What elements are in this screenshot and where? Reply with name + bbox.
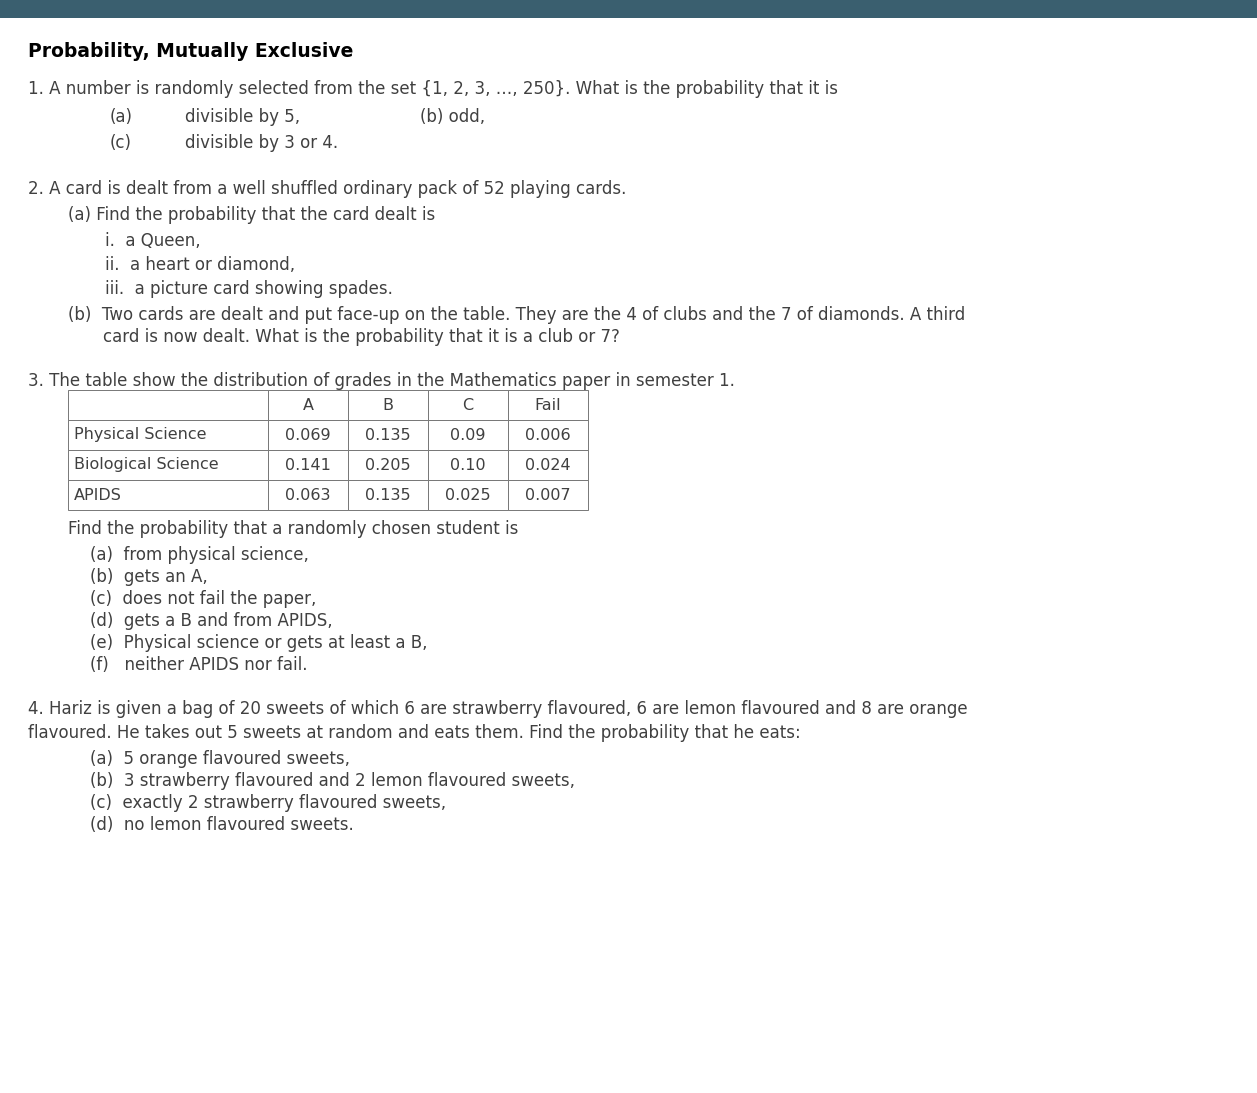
Bar bbox=[427, 420, 508, 450]
Text: (e)  Physical science or gets at least a B,: (e) Physical science or gets at least a … bbox=[91, 634, 427, 653]
Text: 3. The table show the distribution of grades in the Mathematics paper in semeste: 3. The table show the distribution of gr… bbox=[28, 372, 735, 390]
Text: 0.025: 0.025 bbox=[445, 487, 490, 503]
Bar bbox=[268, 480, 348, 510]
Text: divisible by 5,: divisible by 5, bbox=[185, 108, 300, 126]
Text: 0.135: 0.135 bbox=[366, 487, 411, 503]
Text: i.  a Queen,: i. a Queen, bbox=[106, 232, 201, 250]
Text: 0.069: 0.069 bbox=[285, 427, 331, 443]
Text: Biological Science: Biological Science bbox=[74, 458, 219, 472]
Text: Probability, Mutually Exclusive: Probability, Mutually Exclusive bbox=[28, 42, 353, 61]
Text: (a)  5 orange flavoured sweets,: (a) 5 orange flavoured sweets, bbox=[91, 750, 349, 768]
Text: 4. Hariz is given a bag of 20 sweets of which 6 are strawberry flavoured, 6 are : 4. Hariz is given a bag of 20 sweets of … bbox=[28, 700, 968, 718]
Text: 0.063: 0.063 bbox=[285, 487, 331, 503]
Bar bbox=[268, 420, 348, 450]
Text: 2. A card is dealt from a well shuffled ordinary pack of 52 playing cards.: 2. A card is dealt from a well shuffled … bbox=[28, 180, 626, 198]
Bar bbox=[0, 0, 1257, 17]
Text: Physical Science: Physical Science bbox=[74, 427, 206, 443]
Bar bbox=[68, 390, 268, 420]
Bar bbox=[268, 390, 348, 420]
Text: (f)   neither APIDS nor fail.: (f) neither APIDS nor fail. bbox=[91, 656, 308, 674]
Text: (d)  no lemon flavoured sweets.: (d) no lemon flavoured sweets. bbox=[91, 816, 353, 834]
Bar bbox=[508, 390, 588, 420]
Text: 0.135: 0.135 bbox=[366, 427, 411, 443]
Text: 0.006: 0.006 bbox=[525, 427, 571, 443]
Text: C: C bbox=[463, 398, 474, 412]
Text: iii.  a picture card showing spades.: iii. a picture card showing spades. bbox=[106, 280, 393, 298]
Text: (a)  from physical science,: (a) from physical science, bbox=[91, 546, 309, 564]
Bar bbox=[348, 450, 427, 480]
Bar bbox=[427, 480, 508, 510]
Text: 0.007: 0.007 bbox=[525, 487, 571, 503]
Text: (c)  exactly 2 strawberry flavoured sweets,: (c) exactly 2 strawberry flavoured sweet… bbox=[91, 794, 446, 812]
Text: 0.141: 0.141 bbox=[285, 458, 331, 472]
Bar bbox=[508, 450, 588, 480]
Bar bbox=[68, 450, 268, 480]
Text: (b)  gets an A,: (b) gets an A, bbox=[91, 568, 207, 586]
Bar bbox=[508, 480, 588, 510]
Bar bbox=[268, 450, 348, 480]
Text: (b)  3 strawberry flavoured and 2 lemon flavoured sweets,: (b) 3 strawberry flavoured and 2 lemon f… bbox=[91, 772, 574, 790]
Text: Find the probability that a randomly chosen student is: Find the probability that a randomly cho… bbox=[68, 520, 518, 538]
Text: 0.10: 0.10 bbox=[450, 458, 485, 472]
Bar bbox=[427, 390, 508, 420]
Text: A: A bbox=[303, 398, 313, 412]
Text: ii.  a heart or diamond,: ii. a heart or diamond, bbox=[106, 256, 295, 274]
Bar bbox=[508, 420, 588, 450]
Text: 0.024: 0.024 bbox=[525, 458, 571, 472]
Text: APIDS: APIDS bbox=[74, 487, 122, 503]
Text: Fail: Fail bbox=[534, 398, 562, 412]
Text: (a) Find the probability that the card dealt is: (a) Find the probability that the card d… bbox=[68, 205, 435, 224]
Text: (c)  does not fail the paper,: (c) does not fail the paper, bbox=[91, 590, 317, 608]
Bar bbox=[348, 480, 427, 510]
Text: (b)  Two cards are dealt and put face-up on the table. They are the 4 of clubs a: (b) Two cards are dealt and put face-up … bbox=[68, 306, 965, 324]
Text: card is now dealt. What is the probability that it is a club or 7?: card is now dealt. What is the probabili… bbox=[103, 328, 620, 346]
Text: (b) odd,: (b) odd, bbox=[420, 108, 485, 126]
Text: 1. A number is randomly selected from the set {1, 2, 3, …, 250}. What is the pro: 1. A number is randomly selected from th… bbox=[28, 80, 838, 98]
Bar bbox=[348, 420, 427, 450]
Bar bbox=[427, 450, 508, 480]
Text: (a): (a) bbox=[111, 108, 133, 126]
Bar bbox=[68, 480, 268, 510]
Text: divisible by 3 or 4.: divisible by 3 or 4. bbox=[185, 134, 338, 152]
Bar bbox=[68, 420, 268, 450]
Text: flavoured. He takes out 5 sweets at random and eats them. Find the probability t: flavoured. He takes out 5 sweets at rand… bbox=[28, 724, 801, 742]
Bar bbox=[348, 390, 427, 420]
Text: (c): (c) bbox=[111, 134, 132, 152]
Text: 0.09: 0.09 bbox=[450, 427, 485, 443]
Text: B: B bbox=[382, 398, 393, 412]
Text: 0.205: 0.205 bbox=[366, 458, 411, 472]
Text: (d)  gets a B and from APIDS,: (d) gets a B and from APIDS, bbox=[91, 612, 333, 630]
